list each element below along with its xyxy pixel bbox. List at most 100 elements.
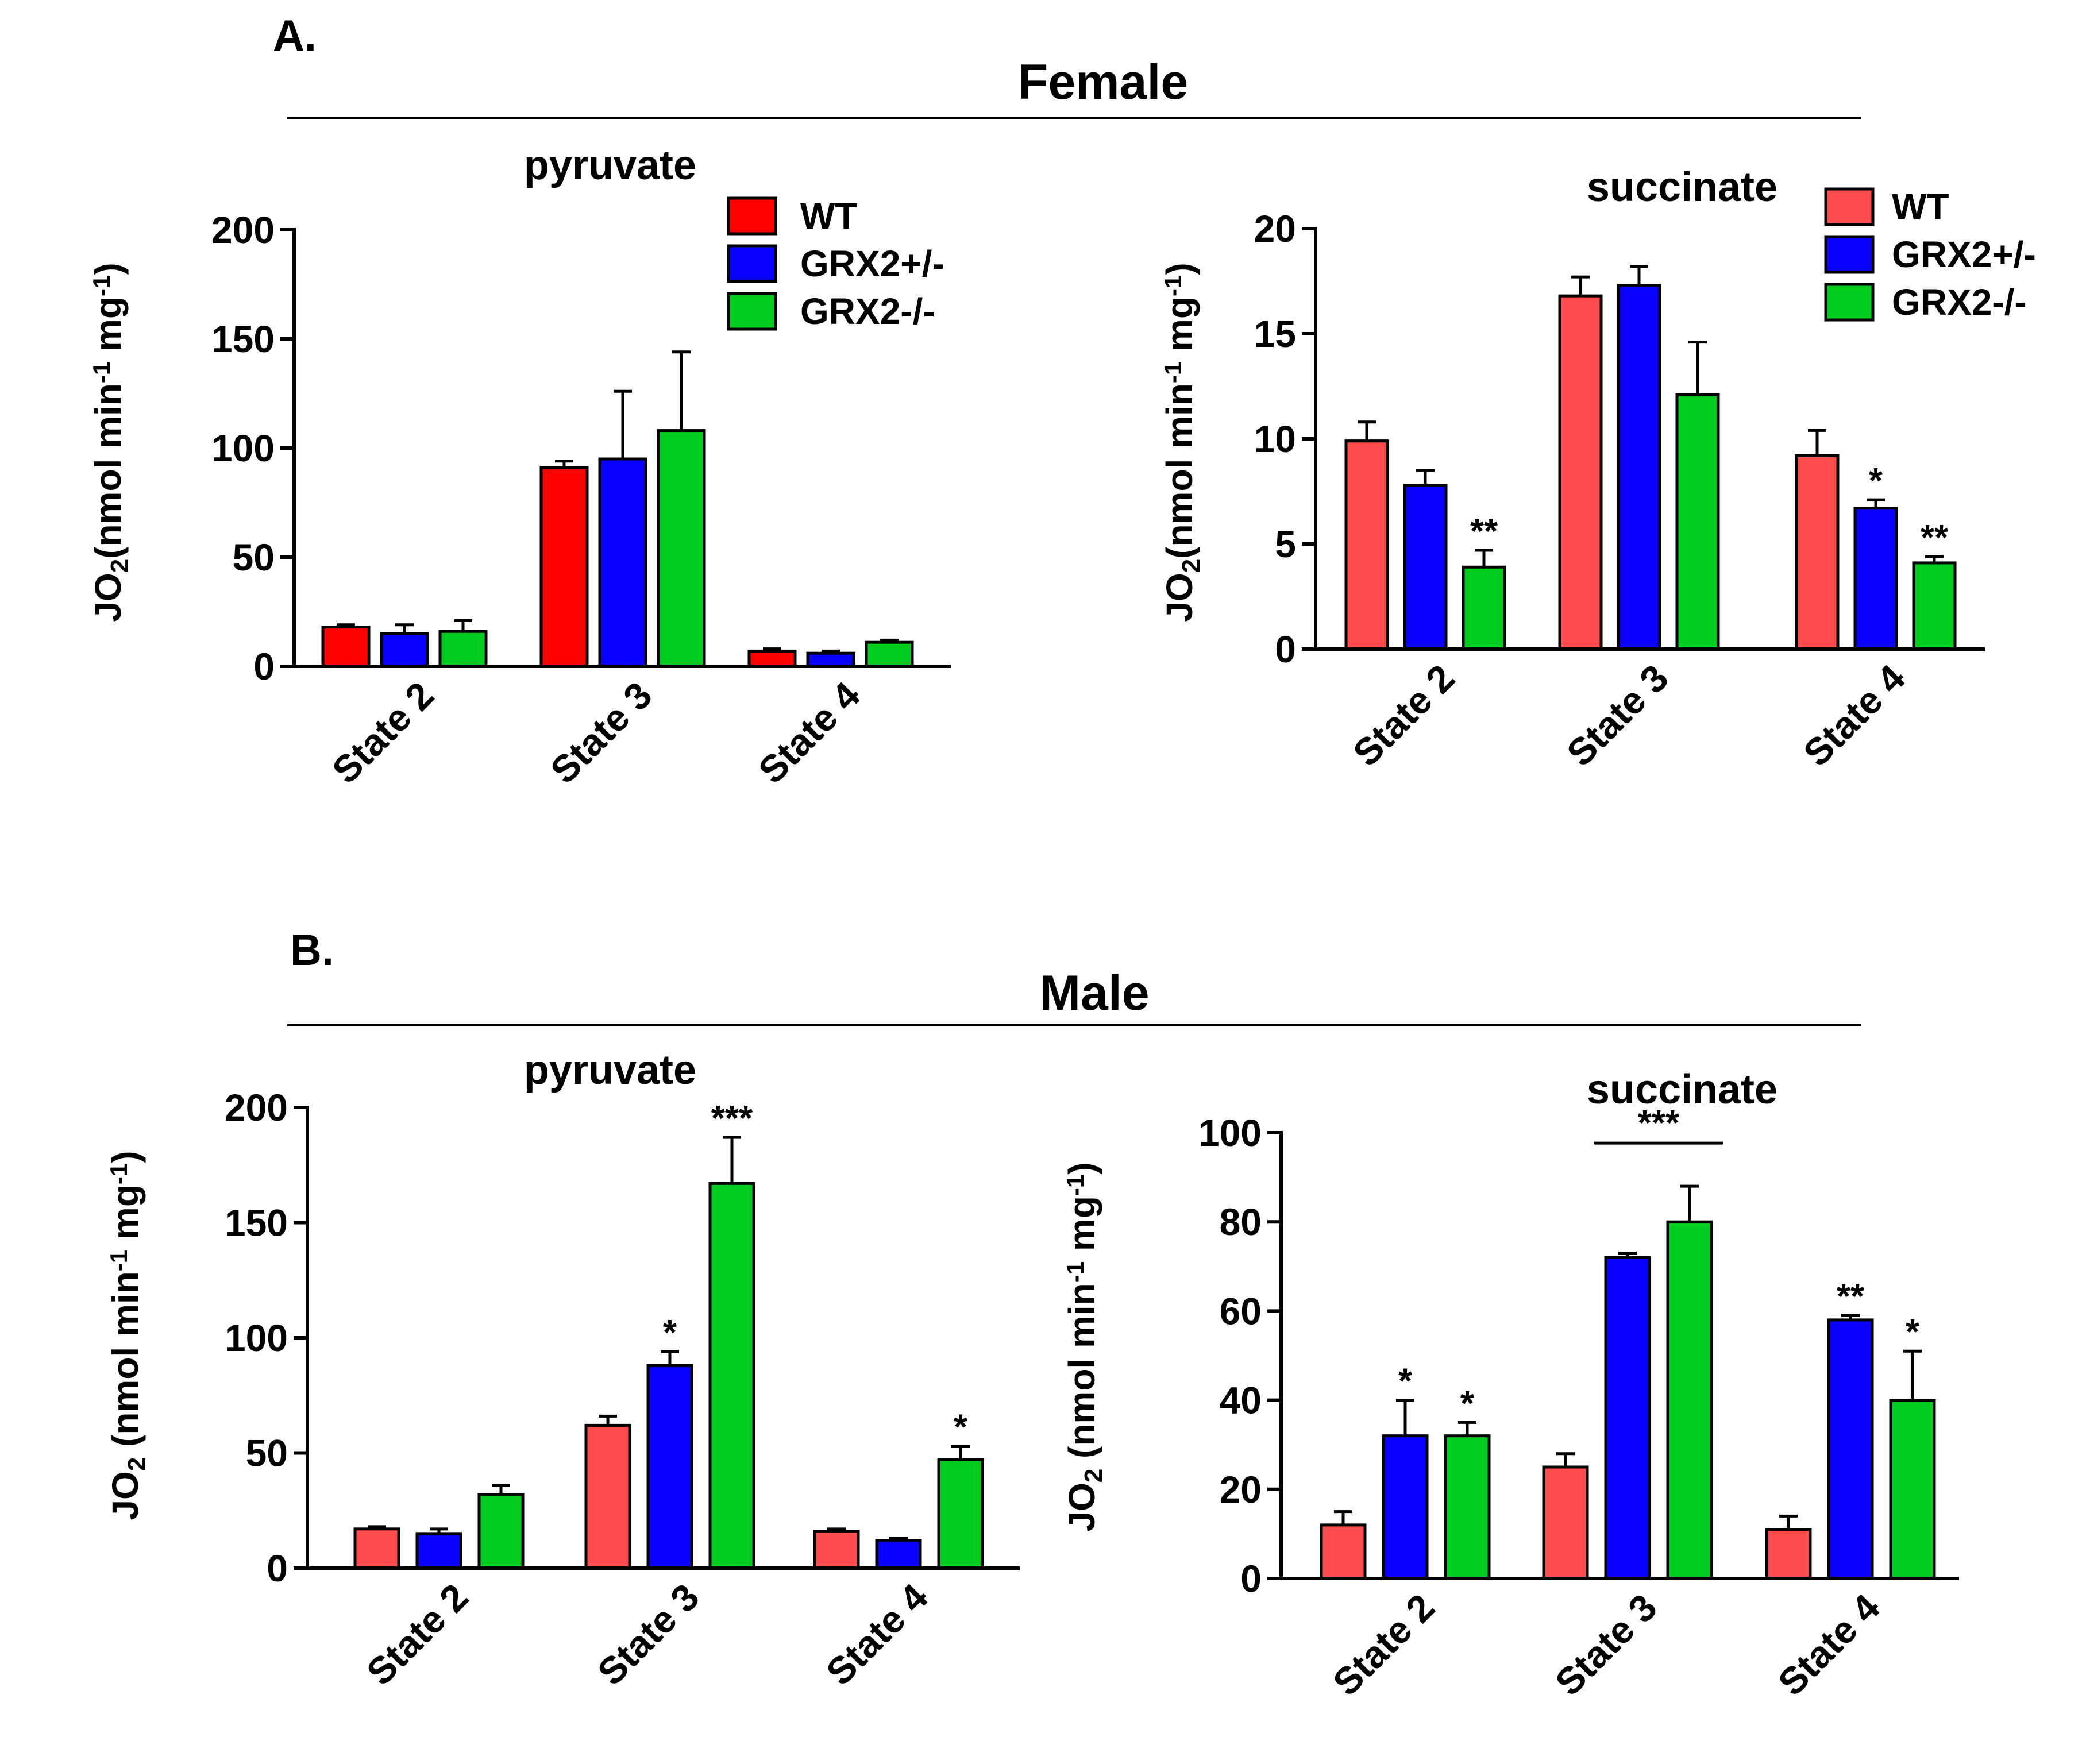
bar-grx2--4 bbox=[1912, 561, 1957, 651]
bar-wt-4 bbox=[813, 1530, 860, 1570]
y-tick-label: 80 bbox=[1220, 1201, 1262, 1243]
x-category-label: State 2 bbox=[1345, 657, 1463, 774]
bar-wt-3 bbox=[1542, 1465, 1589, 1580]
y-tick-label: 10 bbox=[1254, 418, 1296, 460]
y-tick-label: 200 bbox=[225, 1086, 288, 1129]
bar-grx2--4 bbox=[1827, 1318, 1874, 1580]
y-tick-label: 0 bbox=[1240, 1557, 1262, 1600]
bar-wt-2 bbox=[1320, 1523, 1367, 1580]
x-category-label: State 2 bbox=[1325, 1586, 1443, 1704]
y-tick-label: 100 bbox=[225, 1317, 288, 1359]
bar-wt-2 bbox=[1344, 439, 1389, 651]
y-tick-label: 50 bbox=[246, 1432, 288, 1474]
legend: WT GRX2+/- GRX2-/- bbox=[727, 195, 944, 332]
bar-grx2--3 bbox=[598, 457, 647, 668]
bar-grx2--3 bbox=[1617, 284, 1661, 651]
female-pyruvate-chart: pyruvate WT GRX2+/- GRX2-/- 0 50 100 150 200… bbox=[87, 142, 951, 792]
y-tick-label: 60 bbox=[1220, 1290, 1262, 1332]
bar-wt-3 bbox=[539, 466, 589, 668]
bar-grx2--2 bbox=[1444, 1434, 1491, 1580]
y-tick-label: 15 bbox=[1254, 312, 1296, 355]
legend-label-grx2-ko: GRX2-/- bbox=[1892, 281, 2027, 323]
legend: WT GRX2+/- GRX2-/- bbox=[1824, 186, 2036, 323]
legend-label-grx2-het: GRX2+/- bbox=[800, 243, 944, 284]
y-tick-label: 50 bbox=[233, 536, 275, 578]
significance-marker: ** bbox=[1921, 518, 1949, 558]
female-succinate-chart: succinate WT GRX2+/- GRX2-/- 0 5 10 15 20 Sta… bbox=[1159, 164, 2036, 774]
y-axis-label: JO2 (nmol min-1 mg-1) bbox=[1061, 1162, 1108, 1531]
y-tick-label: 200 bbox=[211, 209, 275, 251]
legend-swatch-grx2-het bbox=[1824, 235, 1875, 274]
bar-grx2--2 bbox=[1382, 1434, 1429, 1580]
y-tick-label: 150 bbox=[211, 318, 275, 360]
significance-marker: * bbox=[954, 1407, 968, 1447]
bar-grx2--2 bbox=[438, 630, 488, 668]
bar-grx2--3 bbox=[646, 1364, 693, 1570]
panel-a-title: Female bbox=[1018, 55, 1188, 110]
significance-marker: * bbox=[1398, 1362, 1413, 1402]
y-tick-label: 20 bbox=[1220, 1468, 1262, 1511]
bar-wt-2 bbox=[353, 1527, 400, 1570]
legend-label-wt: WT bbox=[1892, 186, 1949, 227]
significance-marker: ** bbox=[1470, 512, 1498, 551]
y-tick-label: 0 bbox=[1275, 628, 1296, 670]
bar-wt-3 bbox=[584, 1423, 631, 1570]
bar-grx2--2 bbox=[1462, 565, 1506, 651]
significance-marker: ** bbox=[1837, 1277, 1865, 1317]
bar-wt-4 bbox=[1765, 1528, 1812, 1580]
significance-marker: * bbox=[1906, 1313, 1920, 1352]
legend-label-grx2-ko: GRX2-/- bbox=[800, 291, 935, 332]
bar-grx2--3 bbox=[657, 429, 706, 668]
y-tick-label: 100 bbox=[211, 427, 275, 469]
x-category-label: State 4 bbox=[1795, 656, 1914, 774]
significance-marker: * bbox=[1869, 461, 1883, 501]
panel-b-letter: B. bbox=[290, 926, 334, 975]
legend-label-grx2-het: GRX2+/- bbox=[1892, 234, 2036, 275]
bar-grx2--4 bbox=[806, 651, 855, 668]
y-axis-label: JO2(nmol min-1 mg-1) bbox=[1159, 263, 1205, 622]
significance-marker: * bbox=[1460, 1384, 1475, 1423]
bar-grx2--4 bbox=[865, 640, 914, 668]
legend-swatch-grx2-ko bbox=[727, 292, 777, 331]
bar-grx2--3 bbox=[708, 1182, 755, 1570]
y-tick-label: 40 bbox=[1220, 1379, 1262, 1422]
chart-title: succinate bbox=[1587, 164, 1777, 210]
x-category-label: State 4 bbox=[1770, 1585, 1888, 1704]
x-category-label: State 3 bbox=[589, 1576, 707, 1693]
y-axis-label: JO2 (nmol min-1 mg-1) bbox=[105, 1151, 151, 1520]
x-category-label: State 4 bbox=[750, 673, 869, 792]
male-pyruvate-chart: pyruvate 0 50 100 150 200 State 2 State 3 State… bbox=[105, 1047, 1020, 1693]
y-axis-label: JO2(nmol min-1 mg-1) bbox=[87, 263, 134, 622]
chart-title: succinate bbox=[1587, 1067, 1777, 1113]
male-succinate-chart: succinate 0 20 40 60 80 100 State 2 State 3 Stat… bbox=[1061, 1067, 1959, 1704]
legend-swatch-wt bbox=[1824, 187, 1875, 226]
y-tick-label: 150 bbox=[225, 1202, 288, 1244]
x-category-label: State 3 bbox=[1547, 1586, 1665, 1704]
legend-swatch-grx2-ko bbox=[1824, 283, 1875, 322]
bar-grx2--2 bbox=[1403, 484, 1448, 651]
significance-marker: *** bbox=[711, 1099, 753, 1138]
x-category-label: State 2 bbox=[358, 1576, 476, 1693]
chart-title: pyruvate bbox=[524, 1047, 696, 1093]
y-tick-label: 20 bbox=[1254, 207, 1296, 250]
x-category-label: State 3 bbox=[1559, 657, 1676, 774]
bar-grx2--3 bbox=[1675, 393, 1720, 651]
legend-swatch-wt bbox=[727, 196, 777, 236]
x-category-label: State 3 bbox=[542, 674, 660, 792]
bar-grx2--2 bbox=[380, 632, 429, 668]
bar-grx2--2 bbox=[477, 1493, 525, 1570]
x-category-label: State 4 bbox=[818, 1575, 936, 1693]
significance-marker: * bbox=[663, 1313, 677, 1353]
y-tick-label: 0 bbox=[267, 1547, 288, 1589]
bar-grx2--3 bbox=[1666, 1220, 1713, 1580]
bar-grx2--4 bbox=[1889, 1399, 1936, 1580]
bar-wt-4 bbox=[1795, 454, 1840, 651]
significance-marker: *** bbox=[1638, 1103, 1680, 1143]
x-category-label: State 2 bbox=[324, 674, 442, 792]
bar-grx2--4 bbox=[875, 1539, 922, 1570]
bar-grx2--2 bbox=[415, 1532, 462, 1570]
legend-swatch-grx2-het bbox=[727, 244, 777, 283]
y-tick-label: 0 bbox=[253, 645, 275, 688]
bar-grx2--3 bbox=[1604, 1256, 1651, 1580]
